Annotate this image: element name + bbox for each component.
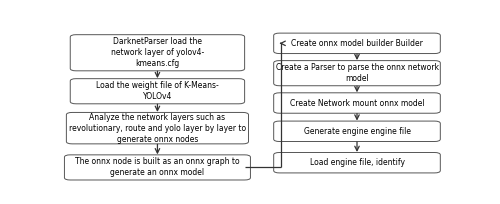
FancyBboxPatch shape bbox=[274, 121, 440, 142]
FancyBboxPatch shape bbox=[274, 93, 440, 113]
FancyBboxPatch shape bbox=[274, 153, 440, 173]
Text: Generate engine engine file: Generate engine engine file bbox=[304, 127, 410, 136]
Text: Create onnx model builder Builder: Create onnx model builder Builder bbox=[291, 39, 423, 48]
FancyBboxPatch shape bbox=[274, 61, 440, 86]
FancyBboxPatch shape bbox=[64, 155, 250, 180]
Text: Create a Parser to parse the onnx network
model: Create a Parser to parse the onnx networ… bbox=[276, 63, 438, 83]
Text: The onnx node is built as an onnx graph to
generate an onnx model: The onnx node is built as an onnx graph … bbox=[75, 157, 240, 177]
FancyBboxPatch shape bbox=[70, 35, 244, 71]
Text: DarknetParser load the
network layer of yolov4-
kmeans.cfg: DarknetParser load the network layer of … bbox=[111, 37, 204, 68]
Text: Analyze the network layers such as
revolutionary, route and yolo layer by layer : Analyze the network layers such as revol… bbox=[69, 113, 246, 144]
Text: Create Network mount onnx model: Create Network mount onnx model bbox=[290, 99, 424, 108]
Text: Load engine file, identify: Load engine file, identify bbox=[310, 158, 404, 167]
FancyBboxPatch shape bbox=[66, 112, 248, 144]
Text: Load the weight file of K-Means-
YOLOv4: Load the weight file of K-Means- YOLOv4 bbox=[96, 81, 219, 101]
FancyBboxPatch shape bbox=[274, 33, 440, 53]
FancyBboxPatch shape bbox=[70, 79, 244, 104]
